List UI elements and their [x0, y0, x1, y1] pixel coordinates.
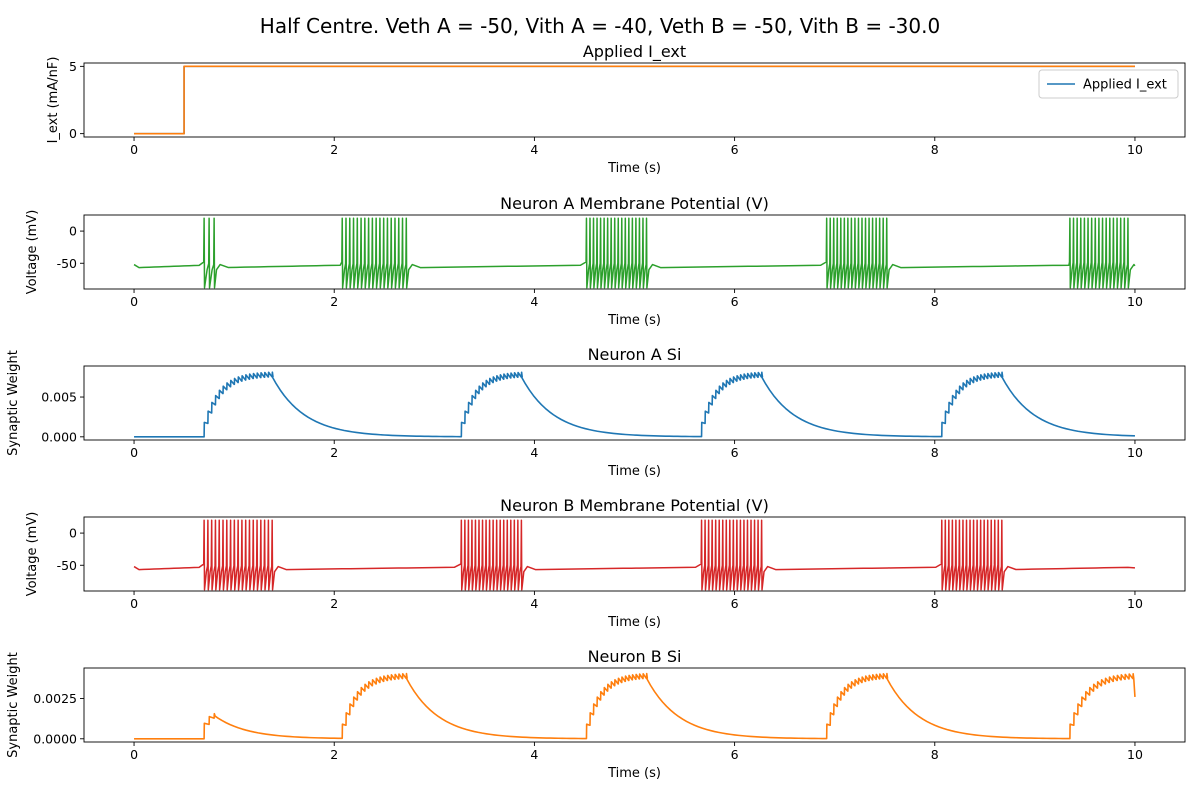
- x-tick-label: 4: [530, 596, 538, 611]
- chart-panel-4: 0 2 4 6 8 10 0 -50 Neuron B Membrane Potential (…: [25, 496, 1186, 630]
- legend-box: [1038, 69, 1179, 99]
- y-tick-label: 0: [69, 224, 77, 239]
- legend: Applied I_ext: [1038, 69, 1179, 99]
- y-axis-label: Voltage (mV): [25, 512, 40, 597]
- series-line-1: [134, 672, 1136, 740]
- series-line-1: [133, 217, 1136, 289]
- x-axis-label: Time (s): [607, 766, 661, 781]
- x-tick-label: 8: [931, 294, 939, 309]
- x-tick-label: 4: [530, 294, 538, 309]
- figure-suptitle: Half Centre. Veth A = -50, Vith A = -40,…: [260, 14, 940, 38]
- y-tick-label: 0: [69, 526, 77, 541]
- x-tick-label: 0: [130, 142, 138, 157]
- x-tick-label: 2: [330, 596, 338, 611]
- x-tick-label: 6: [731, 294, 739, 309]
- x-tick-label: 8: [931, 142, 939, 157]
- y-tick-label: 0.0025: [33, 691, 77, 706]
- axes-frame: [83, 516, 1186, 592]
- axes-frame: [83, 365, 1186, 441]
- axes-frame: [83, 62, 1186, 138]
- chart-panel-5: 0 2 4 6 8 10 0.0000 0.0025 Neuron B Si Time (s) Sy…: [6, 647, 1186, 781]
- series-line-1: [133, 519, 1136, 591]
- y-tick-label: 0.000: [41, 429, 77, 444]
- y-tick-label: 5: [69, 59, 77, 74]
- y-tick-label: 0.005: [41, 390, 77, 405]
- y-axis-label: Synaptic Weight: [6, 350, 21, 456]
- chart-panel-1: 0 2 4 6 8 10 0 5 Applied I_ext Time (s) I_ext (mA/…: [46, 42, 1186, 176]
- series-line-1: [134, 65, 1135, 135]
- y-tick-label: 0.0000: [33, 731, 77, 746]
- x-axis-label: Time (s): [607, 313, 661, 328]
- x-tick-label: 2: [330, 747, 338, 762]
- panels: 0 2 4 6 8 10 0 5 Applied I_ext Time (s) I_ext (mA/…: [6, 42, 1186, 781]
- x-tick-label: 10: [1127, 596, 1143, 611]
- x-tick-label: 4: [530, 445, 538, 460]
- x-tick-label: 10: [1127, 747, 1143, 762]
- series-line-1: [134, 371, 1135, 438]
- x-tick-label: 2: [330, 294, 338, 309]
- axes-frame: [83, 214, 1186, 290]
- x-tick-label: 2: [330, 142, 338, 157]
- x-tick-label: 6: [731, 142, 739, 157]
- x-tick-label: 2: [330, 445, 338, 460]
- series-line-2: [134, 65, 1135, 135]
- x-tick-label: 0: [130, 747, 138, 762]
- x-tick-label: 6: [731, 445, 739, 460]
- legend-entry: Applied I_ext: [1083, 78, 1167, 93]
- axes-frame: [83, 667, 1186, 743]
- panel-title: Neuron A Membrane Potential (V): [500, 194, 769, 213]
- x-tick-label: 8: [931, 445, 939, 460]
- panel-title: Applied I_ext: [583, 42, 686, 62]
- chart-panel-3: 0 2 4 6 8 10 0.000 0.005 Neuron A Si Time (s) Syna…: [6, 345, 1186, 479]
- x-tick-label: 10: [1127, 445, 1143, 460]
- y-tick-label: 0: [69, 126, 77, 141]
- x-tick-label: 8: [931, 747, 939, 762]
- y-tick-label: -50: [57, 256, 77, 271]
- y-tick-label: -50: [57, 558, 77, 573]
- panel-title: Neuron B Membrane Potential (V): [500, 496, 769, 515]
- x-tick-label: 0: [130, 596, 138, 611]
- x-tick-label: 0: [130, 294, 138, 309]
- x-axis-label: Time (s): [607, 161, 661, 176]
- x-tick-label: 6: [731, 596, 739, 611]
- panel-title: Neuron B Si: [588, 647, 682, 666]
- chart-panel-2: 0 2 4 6 8 10 0 -50 Neuron A Membrane Potential (…: [25, 194, 1186, 328]
- x-tick-label: 6: [731, 747, 739, 762]
- x-tick-label: 4: [530, 142, 538, 157]
- x-tick-label: 10: [1127, 142, 1143, 157]
- x-tick-label: 0: [130, 445, 138, 460]
- x-tick-label: 8: [931, 596, 939, 611]
- panel-title: Neuron A Si: [588, 345, 682, 364]
- y-axis-label: Voltage (mV): [25, 210, 40, 295]
- x-tick-label: 4: [530, 747, 538, 762]
- x-tick-label: 10: [1127, 294, 1143, 309]
- y-axis-label: Synaptic Weight: [6, 652, 21, 758]
- x-axis-label: Time (s): [607, 615, 661, 630]
- y-axis-label: I_ext (mA/nF): [46, 57, 61, 144]
- x-axis-label: Time (s): [607, 464, 661, 479]
